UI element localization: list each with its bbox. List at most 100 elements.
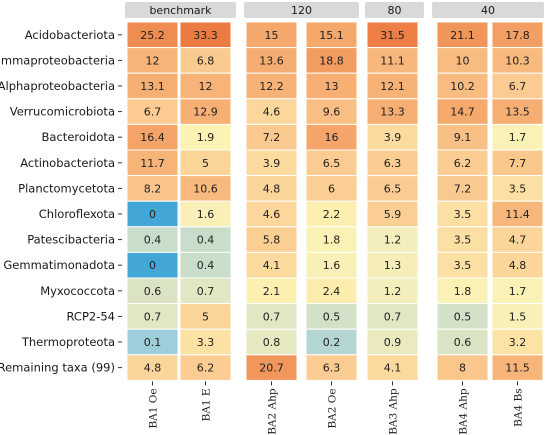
heatmap-cell (436, 277, 489, 305)
heatmap-cell (436, 328, 489, 356)
row-label: Bacteroidota (42, 130, 115, 144)
cell-value: 2.1 (263, 285, 281, 298)
heatmap-cell (179, 175, 232, 202)
heatmap-cell (491, 354, 544, 381)
column-label: BA1 E (201, 388, 213, 421)
cell-value: 16.4 (140, 131, 165, 144)
heatmap-cell (491, 123, 544, 151)
cell-value: 13.3 (380, 106, 405, 119)
cell-value: 20.7 (259, 362, 284, 375)
cell-value: 3.9 (384, 131, 402, 144)
cell-value: 11.1 (380, 54, 405, 67)
cell-value: 6.5 (384, 182, 402, 195)
facet-label: 40 (481, 4, 495, 17)
heatmap-cell (179, 98, 232, 125)
column-label: BA2 Ahp (267, 388, 279, 435)
heatmap-cell (305, 175, 358, 202)
cell-value: 3.2 (509, 336, 527, 349)
heatmap-cell (126, 200, 179, 228)
heatmap-cell (245, 354, 298, 381)
heatmap-cell (305, 47, 358, 74)
heatmap-cell (366, 277, 419, 305)
facet-label: benchmark (149, 4, 212, 17)
column-label: BA2 Oe (327, 388, 339, 428)
cell-value: 13.5 (505, 106, 530, 119)
cell-value: 6.7 (144, 106, 162, 119)
facet-strip (365, 2, 424, 18)
cell-value: 0 (149, 208, 156, 221)
heatmap-cell (305, 354, 358, 381)
cell-value: 0.9 (384, 336, 402, 349)
cell-value: 4.6 (263, 208, 281, 221)
cell-value: 33.3 (193, 29, 218, 42)
heatmap-cell (305, 21, 358, 49)
cell-value: 2.2 (323, 208, 341, 221)
cell-value: 0.7 (263, 310, 281, 323)
cell-value: 3.5 (509, 182, 527, 195)
cell-value: 4.8 (263, 182, 281, 195)
heatmap-cell (179, 149, 232, 177)
cell-value: 3.9 (263, 157, 281, 170)
cell-value: 0.6 (454, 336, 472, 349)
cell-value: 13 (325, 80, 339, 93)
cell-value: 0.5 (454, 310, 472, 323)
heatmap-cell (491, 21, 544, 49)
cell-value: 5.8 (263, 234, 281, 247)
row-label: Gammaproteobacteria (0, 53, 115, 67)
row-label: Remaining taxa (99) (0, 361, 115, 375)
heatmap-cell (245, 277, 298, 305)
cell-value: 6.7 (509, 80, 527, 93)
cell-value: 1.3 (384, 259, 402, 272)
heatmap-cell (245, 251, 298, 279)
row-label: Actinobacteriota (20, 156, 115, 170)
cell-value: 0.7 (144, 310, 162, 323)
cell-value: 5 (202, 157, 209, 170)
cell-value: 17.8 (505, 29, 530, 42)
heatmap-cell (436, 21, 489, 49)
heatmap-cell (245, 72, 298, 100)
row-label: Patescibacteria (27, 233, 115, 247)
heatmap-cell (179, 277, 232, 305)
heatmap-cell (491, 251, 544, 279)
heatmap-cell (366, 123, 419, 151)
heatmap-cell (126, 251, 179, 279)
cell-value: 1.2 (384, 285, 402, 298)
row-label: Thermoproteota (21, 335, 115, 349)
heatmap-cell (491, 98, 544, 125)
facet-label: 80 (388, 4, 402, 17)
heatmap-cell (366, 303, 419, 330)
heatmap-cell (436, 354, 489, 381)
heatmap-cell (366, 47, 419, 74)
heatmap-cell (305, 303, 358, 330)
heatmap-cell (245, 175, 298, 202)
heatmap-cell (126, 175, 179, 202)
facet-strip (125, 2, 236, 18)
facet-strip (244, 2, 359, 18)
heatmap-cell (366, 149, 419, 177)
heatmap-cell (366, 72, 419, 100)
cell-value: 12 (199, 80, 213, 93)
cell-value: 14.7 (450, 106, 475, 119)
heatmap-cell (491, 175, 544, 202)
row-label: Chloroflexota (39, 207, 115, 221)
cell-value: 10.6 (193, 182, 218, 195)
heatmap-cell (179, 226, 232, 253)
cell-value: 0.6 (144, 285, 162, 298)
heatmap-cell (366, 354, 419, 381)
cell-value: 4.7 (509, 234, 527, 247)
cell-value: 0.1 (144, 336, 162, 349)
row-label: RCP2-54 (67, 309, 115, 323)
heatmap-cell (179, 72, 232, 100)
cell-value: 9.1 (454, 131, 472, 144)
heatmap-cell (366, 200, 419, 228)
cell-value: 11.4 (505, 208, 530, 221)
heatmap-cell (491, 226, 544, 253)
row-label: Myxococcota (40, 284, 115, 298)
cell-value: 31.5 (380, 29, 405, 42)
heatmap-cell (126, 123, 179, 151)
cell-value: 4.1 (384, 362, 402, 375)
column-label: BA4 Ahp (458, 388, 470, 435)
heatmap-cell (179, 251, 232, 279)
heatmap-cell (245, 200, 298, 228)
heatmap-cell (366, 226, 419, 253)
